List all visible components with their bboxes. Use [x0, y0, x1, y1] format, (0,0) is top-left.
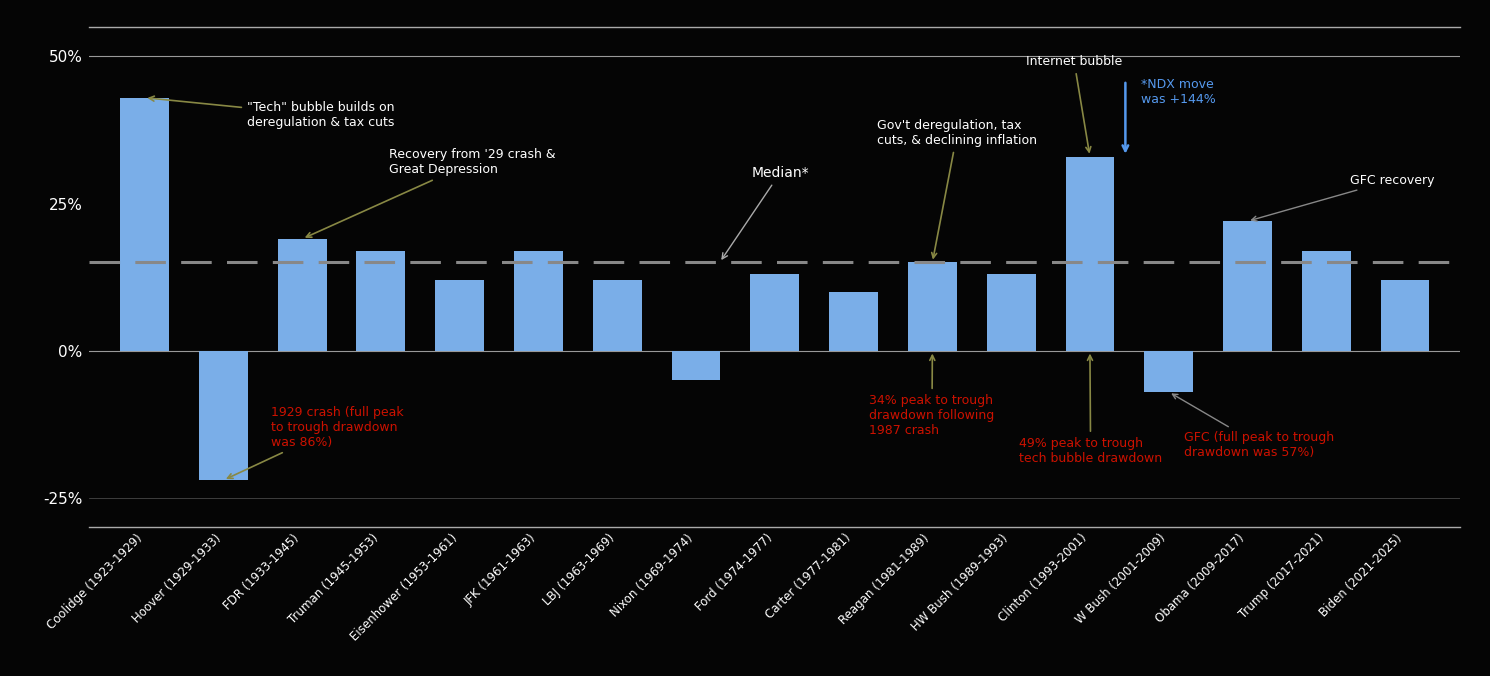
Text: GFC recovery: GFC recovery: [1252, 174, 1435, 221]
Bar: [1381, 280, 1429, 351]
Bar: [593, 280, 642, 351]
Bar: [907, 262, 957, 351]
Text: 1929 crash (full peak
to trough drawdown
was 86%): 1929 crash (full peak to trough drawdown…: [228, 406, 404, 479]
Text: GFC (full peak to trough
drawdown was 57%): GFC (full peak to trough drawdown was 57…: [1173, 394, 1335, 459]
Text: Median*: Median*: [723, 166, 809, 259]
Bar: [277, 239, 326, 351]
Bar: [198, 351, 247, 480]
Text: Internet bubble: Internet bubble: [1027, 55, 1122, 152]
Text: Gov't deregulation, tax
cuts, & declining inflation: Gov't deregulation, tax cuts, & declinin…: [878, 119, 1037, 258]
Text: 49% peak to trough
tech bubble drawdown: 49% peak to trough tech bubble drawdown: [1019, 356, 1162, 465]
Bar: [986, 274, 1036, 351]
Bar: [1144, 351, 1193, 392]
Bar: [828, 292, 878, 351]
Bar: [356, 251, 405, 351]
Text: *NDX move
was +144%: *NDX move was +144%: [1141, 78, 1216, 105]
Bar: [1302, 251, 1351, 351]
Bar: [1223, 221, 1272, 351]
Text: 34% peak to trough
drawdown following
1987 crash: 34% peak to trough drawdown following 19…: [869, 356, 995, 437]
Text: "Tech" bubble builds on
deregulation & tax cuts: "Tech" bubble builds on deregulation & t…: [149, 96, 395, 129]
Bar: [672, 351, 721, 380]
Bar: [751, 274, 799, 351]
Bar: [435, 280, 484, 351]
Bar: [1065, 157, 1115, 351]
Bar: [121, 97, 168, 351]
Bar: [514, 251, 563, 351]
Text: Recovery from '29 crash &
Great Depression: Recovery from '29 crash & Great Depressi…: [307, 149, 556, 237]
